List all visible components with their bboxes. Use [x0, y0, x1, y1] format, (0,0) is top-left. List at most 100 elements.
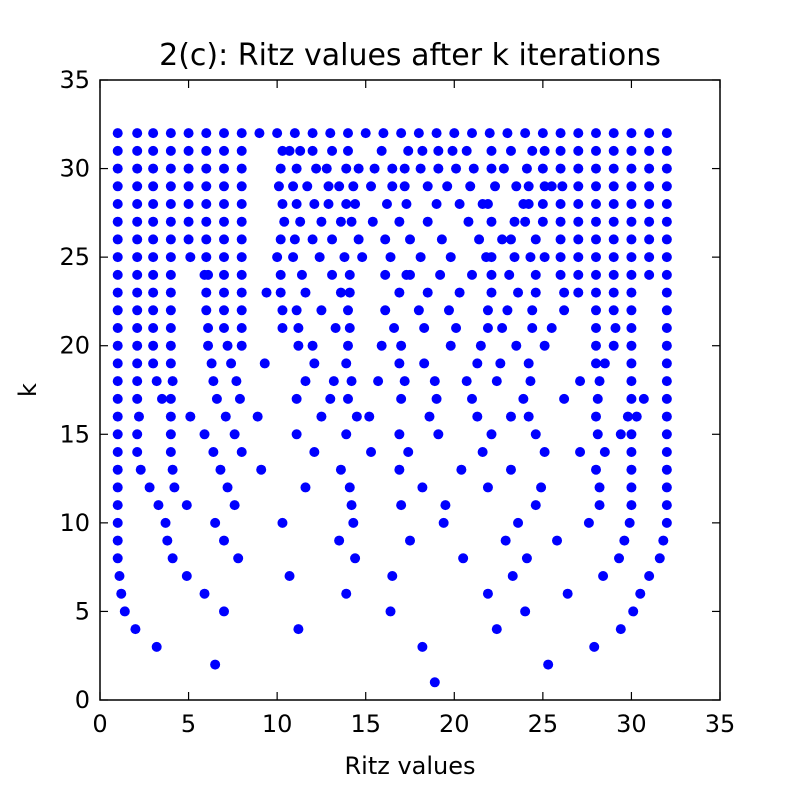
- data-point: [148, 234, 159, 245]
- data-point: [309, 358, 320, 369]
- data-point: [112, 216, 123, 227]
- data-point: [537, 163, 548, 174]
- data-point: [183, 163, 194, 174]
- data-point: [291, 199, 302, 209]
- data-point: [403, 447, 414, 457]
- data-point: [626, 393, 637, 404]
- data-point: [112, 553, 123, 564]
- data-point: [344, 323, 355, 333]
- x-tick-label: 5: [181, 710, 196, 738]
- data-point: [153, 500, 164, 511]
- x-tick-label: 35: [705, 710, 736, 738]
- data-point: [661, 500, 672, 511]
- data-point: [498, 163, 509, 174]
- data-point: [608, 252, 619, 263]
- data-point: [626, 323, 637, 333]
- data-point: [477, 447, 488, 457]
- data-point: [288, 252, 299, 263]
- data-point: [165, 305, 176, 316]
- data-point: [431, 128, 442, 139]
- data-point: [252, 411, 263, 422]
- data-point: [112, 464, 123, 475]
- data-point: [236, 199, 247, 209]
- data-point: [626, 482, 637, 493]
- data-point: [183, 234, 194, 245]
- data-point: [273, 181, 284, 192]
- data-point: [199, 429, 210, 440]
- data-point: [307, 234, 318, 245]
- data-point: [210, 659, 221, 670]
- data-point: [157, 393, 167, 404]
- y-tick-label: 10: [59, 509, 90, 537]
- data-point: [316, 305, 327, 316]
- data-point: [591, 199, 601, 209]
- data-point: [346, 216, 357, 227]
- data-point: [185, 252, 196, 263]
- data-point: [165, 323, 176, 333]
- data-point: [236, 163, 247, 174]
- data-point: [284, 571, 295, 581]
- data-point: [521, 553, 532, 564]
- data-point: [429, 376, 440, 387]
- data-point: [555, 199, 566, 209]
- data-point: [112, 181, 123, 192]
- data-point: [490, 181, 501, 192]
- data-point: [557, 181, 568, 192]
- data-point: [284, 145, 295, 156]
- data-point: [219, 305, 229, 316]
- data-point: [405, 269, 415, 280]
- data-point: [369, 163, 380, 174]
- data-point: [626, 234, 637, 245]
- data-point: [591, 181, 601, 192]
- data-point: [536, 482, 547, 493]
- data-point: [626, 305, 637, 316]
- data-point: [321, 163, 332, 174]
- data-point: [626, 287, 637, 298]
- data-point: [275, 234, 286, 245]
- data-point: [236, 234, 247, 245]
- data-point: [112, 500, 123, 511]
- y-tick-label: 25: [59, 243, 90, 271]
- data-point: [608, 340, 619, 351]
- data-point: [132, 234, 143, 245]
- data-point: [165, 287, 176, 298]
- data-point: [555, 216, 566, 227]
- data-point: [562, 588, 573, 599]
- data-point: [523, 181, 534, 192]
- data-point: [626, 500, 637, 511]
- data-point: [555, 145, 566, 156]
- data-point: [277, 145, 288, 156]
- data-point: [289, 234, 300, 245]
- data-point: [543, 659, 554, 670]
- data-point: [151, 376, 162, 387]
- data-point: [594, 482, 605, 493]
- data-point: [644, 269, 655, 280]
- data-point: [219, 606, 229, 617]
- data-point: [442, 181, 453, 192]
- data-point: [608, 181, 619, 192]
- data-point: [364, 411, 375, 422]
- data-point: [419, 323, 430, 333]
- data-point: [380, 305, 391, 316]
- data-point: [236, 323, 247, 333]
- data-point: [165, 216, 176, 227]
- data-point: [376, 340, 387, 351]
- data-point: [608, 287, 619, 298]
- data-point: [201, 216, 212, 227]
- data-point: [559, 305, 570, 316]
- data-point: [112, 517, 123, 528]
- data-point: [497, 323, 508, 333]
- data-point: [112, 340, 123, 351]
- data-point: [181, 500, 192, 511]
- data-point: [291, 393, 302, 404]
- data-point: [254, 128, 265, 139]
- data-point: [343, 128, 353, 139]
- data-point: [626, 163, 637, 174]
- data-point: [520, 216, 531, 227]
- data-point: [165, 163, 176, 174]
- data-point: [130, 624, 141, 635]
- data-point: [546, 323, 557, 333]
- data-point: [661, 145, 672, 156]
- data-point: [468, 163, 479, 174]
